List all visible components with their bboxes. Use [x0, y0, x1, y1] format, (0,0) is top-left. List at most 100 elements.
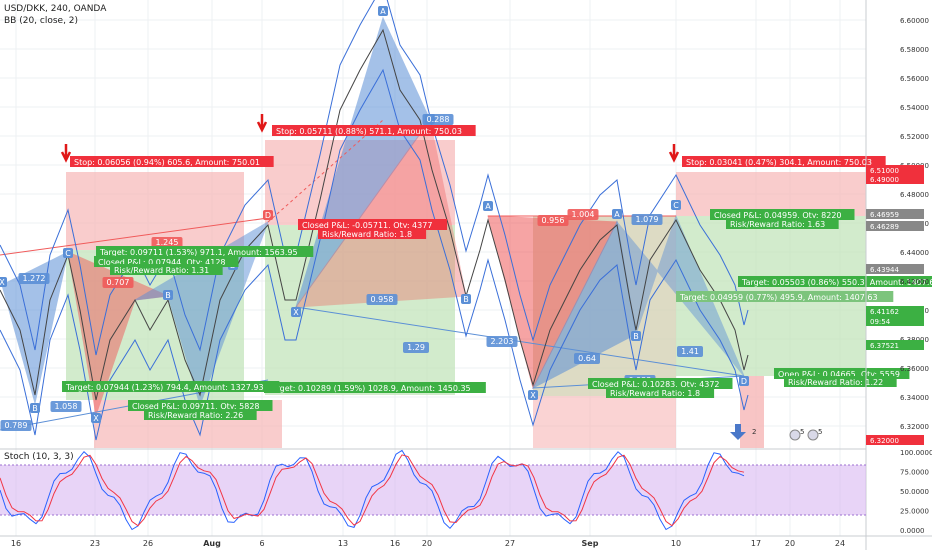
- time-label: 23: [90, 539, 100, 548]
- ratio-label: 0.288: [427, 115, 450, 124]
- time-axis[interactable]: 16 23 26 Aug 6 13 16 20 27 Sep 10 17 20 24: [11, 539, 845, 548]
- time-label: 10: [671, 539, 681, 548]
- pattern-point-d: [739, 376, 749, 386]
- pattern-point-text: A: [614, 210, 620, 219]
- time-label: Aug: [203, 539, 221, 548]
- pattern-point-text: B: [633, 332, 639, 341]
- open-label-5: Open P&L: 0.04665, Qty: 5559: [778, 370, 900, 379]
- pattern-point-a: [612, 209, 622, 219]
- closed-label-6-bg: [588, 378, 733, 389]
- target-label-1-bg: [96, 246, 314, 257]
- closed-label-4-bg: [710, 209, 855, 220]
- price-tag: 6.37521: [870, 342, 899, 350]
- closed-label-3: Closed P&L: 0.09711, Qty: 5828: [132, 402, 260, 411]
- rr-label-6-bg: [606, 387, 715, 398]
- bollinger-lower: [0, 68, 749, 441]
- price-tick: 6.34000: [900, 394, 929, 402]
- pattern-point-c: [63, 248, 73, 258]
- ratio-label-bg: [677, 346, 703, 357]
- ratio-label-bg: [537, 215, 569, 226]
- ratio-label: 0.789: [5, 421, 28, 430]
- time-label: 20: [422, 539, 432, 548]
- ratio-label-bg: [0, 420, 32, 431]
- closed-label-3-bg: [128, 400, 273, 411]
- price-tag: 6.46959: [870, 211, 899, 219]
- target-label-3-bg: [62, 381, 280, 392]
- price-tick: 6.54000: [900, 104, 929, 112]
- closed-label-6: Closed P&L: 0.10283, Qty: 4372: [592, 380, 720, 389]
- rr-label-5-bg: [784, 376, 897, 387]
- price-tag-bg: [866, 264, 924, 274]
- price-tag: 6.46289: [870, 223, 899, 231]
- time-label: 16: [11, 539, 21, 548]
- pattern-point-text: X: [530, 391, 536, 400]
- price-tick: 6.42000: [900, 278, 929, 286]
- pattern-point-text: A: [380, 7, 386, 16]
- price-tag-bg: [866, 316, 924, 326]
- time-label: 26: [143, 539, 153, 548]
- stop-label-1: Stop: 0.06056 (0.94%) 605.6, Amount: 750…: [74, 158, 260, 167]
- rr-label-2: Risk/Reward Ratio: 1.8: [322, 230, 412, 239]
- price-tick: 6.48000: [900, 191, 929, 199]
- price-tag: 09:54: [870, 318, 891, 326]
- price-tag-bg: [866, 435, 924, 445]
- ratio-label: 1.245: [156, 238, 179, 247]
- stoch-tick: 100.0000: [900, 449, 932, 457]
- price-tag-bg: [866, 340, 924, 350]
- price-tag-bg: [866, 174, 924, 184]
- ratio-label: 0.707: [107, 278, 130, 287]
- time-label: 20: [785, 539, 795, 548]
- stoch-band: [0, 465, 866, 515]
- stoch-title[interactable]: Stoch (10, 3, 3): [4, 452, 74, 462]
- pattern-point-a: [483, 201, 493, 211]
- event-markers[interactable]: 2 5 5: [730, 424, 822, 441]
- target-label-5-bg: [738, 276, 932, 287]
- price-tag: 6.51000: [870, 167, 899, 175]
- pattern-point-b: [461, 294, 471, 304]
- stoch-axis[interactable]: 100.0000 75.0000 50.0000 25.0000 0.0000: [900, 449, 932, 535]
- time-label: 27: [505, 539, 515, 548]
- ratio-label-bg: [366, 294, 398, 305]
- rr-label-5: Risk/Reward Ratio: 1.22: [788, 378, 883, 387]
- price-tick: 6.44000: [900, 249, 929, 257]
- target-label-3: Target: 0.07944 (1.23%) 794.4, Amount: 1…: [65, 383, 264, 392]
- ratio-label: 0.958: [371, 295, 394, 304]
- ratio-label: 1.004: [572, 210, 595, 219]
- pattern-point-text: B: [463, 295, 469, 304]
- flag-icon-1[interactable]: [789, 429, 801, 441]
- price-tag-bg: [866, 165, 924, 175]
- symbol-title[interactable]: USD/DKK, 240, OANDA: [4, 4, 107, 14]
- pattern-ratio-labels: 1.272 0.707 1.058 0.789 1.245 0.958 1.29 2.203 0…: [0, 114, 703, 431]
- open-label-5-bg: [774, 368, 910, 379]
- time-label: 24: [835, 539, 845, 548]
- event-count-1: 2: [752, 428, 756, 436]
- pattern-point-b: [30, 403, 40, 413]
- price-line: [0, 28, 749, 401]
- price-tick: 6.56000: [900, 75, 929, 83]
- target-label-5b: Target: 0.04959 (0.77%) 495.9, Amount: 1…: [679, 293, 878, 302]
- rr-label-1-bg: [110, 264, 223, 275]
- price-tag-bg: [866, 221, 924, 231]
- stop-zone-5: [740, 376, 764, 448]
- pattern-point-x: [291, 307, 301, 317]
- target-label-5: Target: 0.05503 (0.86%) 550.3, Amount: 1…: [741, 278, 932, 287]
- ratio-label-bg: [403, 342, 429, 353]
- arrow-up-icon[interactable]: [730, 424, 746, 440]
- stoch-tick: 75.0000: [900, 469, 929, 477]
- pattern-point-labels: ABCDXXBCDXABCDABXD: [0, 6, 749, 423]
- stop-label-4-bg: [682, 156, 886, 167]
- flag-icon-2[interactable]: [807, 429, 819, 441]
- time-label: Sep: [582, 539, 599, 548]
- ratio-label-bg: [631, 214, 663, 225]
- target-label-5b-bg: [676, 291, 894, 302]
- closed-label-2: Closed P&L: -0.05711, Qty: 4377: [302, 221, 432, 230]
- closed-label-1: Closed P&L: 0.07944, Qty: 4128: [98, 258, 226, 267]
- stop-arrow-icon: [256, 114, 268, 133]
- indicator-title[interactable]: BB (20, close, 2): [4, 16, 79, 26]
- stop-zone-4: [676, 172, 866, 216]
- price-tick: 6.60000: [900, 17, 929, 25]
- pattern-point-x: [528, 390, 538, 400]
- ratio-label-bg: [18, 273, 50, 284]
- rr-label-3-bg: [144, 409, 257, 420]
